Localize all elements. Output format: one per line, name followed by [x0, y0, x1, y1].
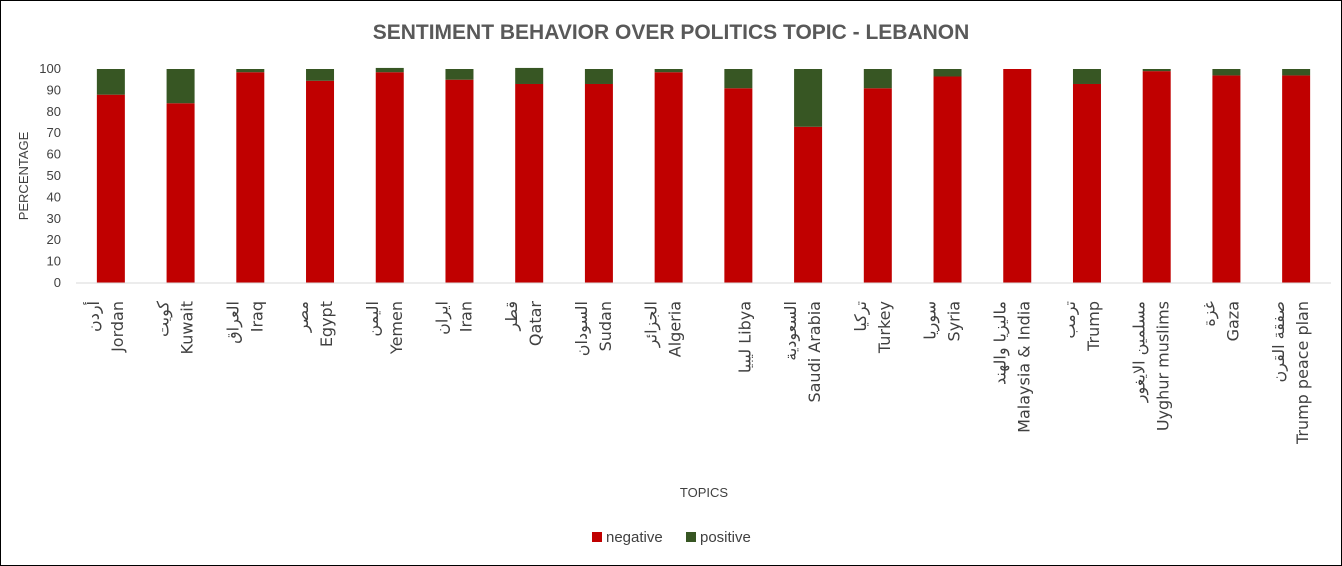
bar-negative — [724, 88, 753, 283]
bar-negative — [375, 72, 404, 284]
bar-positive — [515, 67, 544, 84]
x-label-english: Kuwait — [178, 301, 197, 354]
bar-negative — [1212, 75, 1241, 283]
x-axis-title: TOPICS — [680, 485, 728, 500]
y-tick-label: 70 — [47, 125, 61, 140]
bar-positive — [236, 69, 265, 73]
bar-positive — [96, 69, 125, 95]
x-label-english: Saudi Arabia — [805, 301, 824, 403]
bar-negative — [1142, 71, 1171, 283]
y-tick-label: 30 — [47, 211, 61, 226]
y-tick-label: 20 — [47, 232, 61, 247]
bar-positive — [584, 69, 613, 84]
x-label-arabic: كويت — [154, 301, 174, 337]
bar-negative — [515, 83, 544, 283]
bar-positive — [1072, 69, 1101, 84]
bar-positive — [724, 69, 753, 89]
bar-positive — [1142, 69, 1171, 72]
bar-negative — [794, 126, 823, 283]
bar-negative — [96, 94, 125, 284]
bar-negative — [306, 80, 335, 284]
x-label-arabic: ايران — [432, 301, 452, 335]
legend: negative positive — [592, 529, 751, 546]
bar-positive — [794, 69, 823, 127]
x-label-arabic: صفقة القرن — [1269, 301, 1289, 382]
bar-negative — [1282, 75, 1311, 283]
x-label-english: Malaysia & India — [1014, 301, 1033, 433]
bar-negative — [1003, 69, 1032, 283]
bar-positive — [445, 69, 474, 80]
x-label-arabic: مسلمين الايغور — [1130, 301, 1150, 403]
y-tick-label: 90 — [47, 82, 61, 97]
x-label-arabic: السعودية — [781, 301, 801, 361]
bar-positive — [933, 69, 962, 77]
bar-negative — [1072, 83, 1101, 283]
bar-negative — [654, 72, 683, 284]
bar-positive — [306, 69, 335, 81]
x-label-arabic: تركيا — [851, 301, 871, 332]
x-label-arabic: قطر — [502, 301, 522, 332]
x-label-arabic: مصر — [293, 301, 313, 333]
x-label-english: ليبيا Libya — [735, 301, 754, 373]
x-label-arabic: اليمن — [363, 301, 383, 337]
bars-layer — [96, 67, 1311, 284]
x-label-arabic: غزة — [1199, 301, 1219, 327]
chart-title: SENTIMENT BEHAVIOR OVER POLITICS TOPIC -… — [373, 21, 970, 44]
y-tick-label: 100 — [39, 61, 61, 76]
x-label-english: Iraq — [247, 301, 266, 332]
bar-negative — [236, 72, 265, 284]
bar-positive — [654, 69, 683, 73]
bar-negative — [933, 76, 962, 284]
bar-positive — [166, 69, 195, 104]
y-tick-label: 60 — [47, 147, 61, 162]
bar-negative — [166, 103, 195, 284]
bar-positive — [1282, 69, 1311, 76]
x-label-arabic: أردن — [83, 301, 104, 332]
legend-swatch-negative — [592, 532, 602, 542]
bar-negative — [584, 83, 613, 283]
bar-positive — [1212, 69, 1241, 76]
x-label-english: Trump peace plan — [1293, 301, 1312, 445]
x-label-english: Sudan — [596, 301, 615, 351]
x-label-english: Egypt — [317, 301, 336, 347]
x-label-english: Syria — [945, 301, 964, 341]
x-label-english: Turkey — [875, 301, 894, 354]
x-label-arabic: الجزائر — [642, 301, 662, 348]
x-label-english: Qatar — [526, 301, 545, 346]
x-label-english: Algeria — [666, 301, 685, 357]
y-tick-label: 80 — [47, 104, 61, 119]
legend-label-positive: positive — [700, 529, 751, 546]
x-label-english: Uyghur muslims — [1154, 301, 1173, 431]
x-label-english: Trump — [1084, 301, 1103, 352]
y-tick-label: 40 — [47, 189, 61, 204]
y-axis-title: PERCENTAGE — [16, 131, 31, 220]
x-label-english: Iran — [456, 301, 475, 332]
x-label-arabic: ترمب — [1060, 301, 1080, 339]
legend-swatch-positive — [686, 532, 696, 542]
bar-positive — [375, 67, 404, 73]
y-axis-ticks: 0 10 20 30 40 50 60 70 80 90 100 — [39, 61, 61, 290]
x-label-english: Yemen — [387, 301, 406, 355]
y-tick-label: 50 — [47, 168, 61, 183]
y-tick-label: 10 — [47, 254, 61, 269]
legend-label-negative: negative — [606, 529, 663, 546]
x-label-arabic: العراق — [223, 301, 243, 344]
bar-negative — [445, 79, 474, 283]
x-label-arabic: ماليزيا والهند — [990, 301, 1010, 385]
x-label-arabic: السودان — [572, 301, 592, 356]
y-tick-label: 0 — [54, 275, 61, 290]
x-label-english: Jordan — [108, 301, 127, 353]
x-label-english: Gaza — [1223, 301, 1242, 341]
bar-positive — [863, 69, 892, 89]
bar-negative — [863, 88, 892, 283]
x-label-arabic: سوريا — [921, 301, 941, 340]
